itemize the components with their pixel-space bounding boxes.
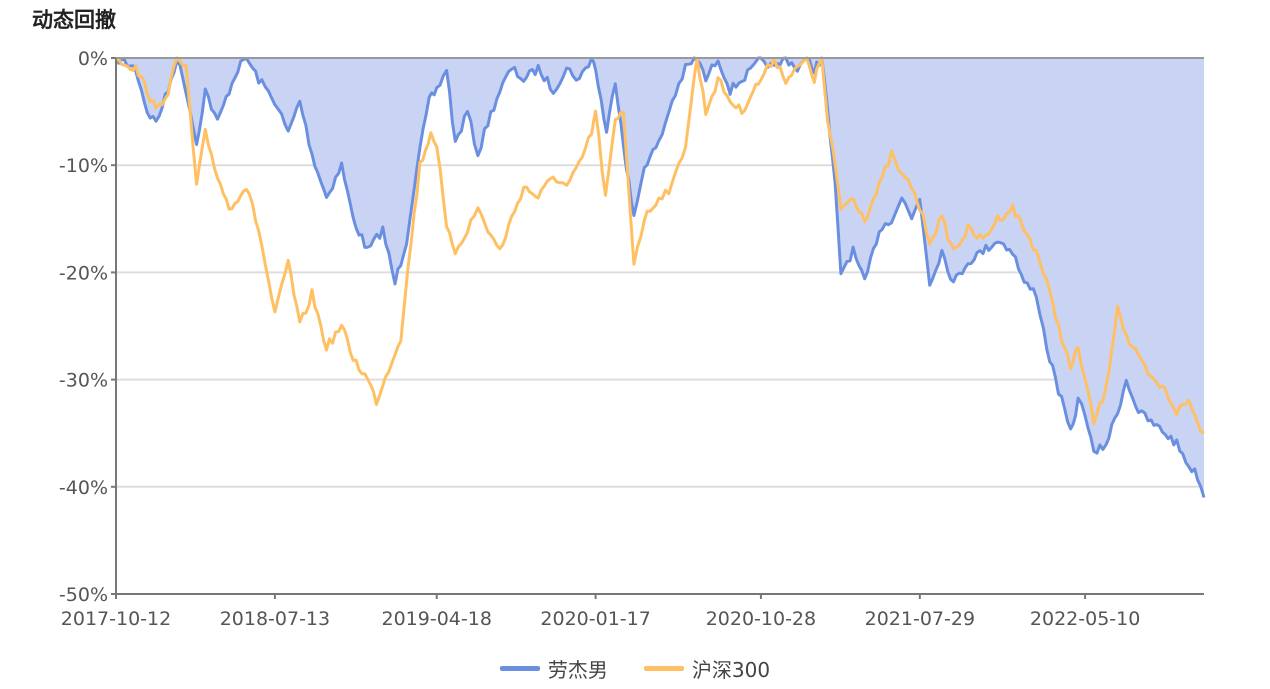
legend-swatch <box>499 666 540 671</box>
x-tick-label: 2019-04-18 <box>382 608 492 630</box>
y-tick-label: 0% <box>78 48 108 70</box>
series-area <box>116 58 1204 498</box>
x-tick-label: 2020-10-28 <box>706 608 816 630</box>
area-layer <box>116 58 1204 498</box>
series-line-0 <box>114 56 1206 498</box>
legend-swatch <box>643 666 684 671</box>
y-tick-label: -50% <box>59 584 108 606</box>
y-tick-label: -30% <box>59 370 108 392</box>
legend: 劳杰男 沪深300 <box>0 654 1270 683</box>
legend-item-series-0[interactable]: 劳杰男 <box>499 654 608 683</box>
legend-label: 沪深300 <box>691 658 771 682</box>
y-tick-label: -20% <box>59 262 108 284</box>
x-tick-label: 2022-05-10 <box>1030 608 1140 630</box>
legend-label: 劳杰男 <box>547 658 608 682</box>
series-lines <box>114 56 1206 498</box>
chart-title: 动态回撤 <box>32 8 116 32</box>
y-tick-label: -10% <box>59 155 108 177</box>
y-axis-ticks: 0% -10% -20% -30% -40% -50% <box>59 48 116 606</box>
series-line-1 <box>115 56 1205 435</box>
x-tick-label: 2020-01-17 <box>540 608 650 630</box>
x-tick-label: 2018-07-13 <box>220 608 330 630</box>
x-axis-ticks: 2017-10-12 2018-07-13 2019-04-18 2020-01-17… <box>61 594 1140 630</box>
legend-item-series-1[interactable]: 沪深300 <box>643 654 771 683</box>
y-tick-label: -40% <box>59 477 108 499</box>
x-tick-label: 2017-10-12 <box>61 608 171 630</box>
axes <box>115 57 1204 595</box>
x-tick-label: 2021-07-29 <box>865 608 975 630</box>
